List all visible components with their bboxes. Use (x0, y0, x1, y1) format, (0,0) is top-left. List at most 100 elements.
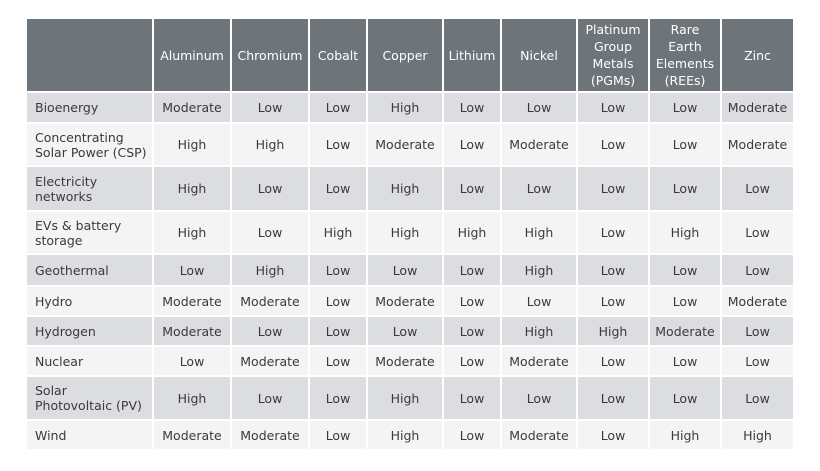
table-row: Hydro Moderate Moderate Low Moderate Low Low Lo… (27, 287, 793, 317)
column-header-text: Cobalt (317, 47, 359, 63)
mineral-importance-table: Aluminum Chromium Cobalt Copper Lithium Nicke… (27, 19, 793, 451)
importance-cell: High (368, 212, 444, 255)
importance-cell: High (722, 421, 793, 451)
importance-cell: Moderate (368, 347, 444, 377)
importance-cell: High (502, 255, 578, 287)
importance-cell: High (154, 212, 232, 255)
importance-cell: Low (368, 317, 444, 347)
column-header-text: Group (593, 39, 633, 54)
importance-cell: High (368, 377, 444, 421)
row-label-text: Solar (35, 383, 67, 398)
row-label-text: Nuclear (35, 353, 84, 369)
column-header-text: Metals (592, 56, 634, 71)
importance-cell: Low (502, 377, 578, 421)
column-header-text: Lithium (448, 47, 496, 63)
importance-cell: High (578, 317, 650, 347)
importance-cell: Moderate (650, 317, 722, 347)
importance-cell: Low (578, 287, 650, 317)
importance-cell: Low (444, 317, 502, 347)
importance-cell: Low (650, 124, 722, 167)
importance-cell: Low (650, 255, 722, 287)
column-header-text: Elements (655, 56, 715, 71)
importance-cell: Low (154, 347, 232, 377)
importance-cell: High (154, 167, 232, 212)
row-label: Geothermal (27, 255, 154, 287)
importance-cell: Low (722, 255, 793, 287)
column-header-text: Chromium (237, 47, 303, 63)
importance-cell: Low (650, 347, 722, 377)
row-label-text: Hydro (35, 293, 73, 309)
column-header: Lithium (444, 19, 502, 93)
importance-cell: High (368, 93, 444, 124)
column-header-text: Copper (382, 47, 428, 63)
importance-cell: Low (578, 212, 650, 255)
importance-cell: Low (502, 287, 578, 317)
importance-cell: Moderate (232, 287, 310, 317)
importance-cell: High (154, 124, 232, 167)
row-label: Nuclear (27, 347, 154, 377)
importance-cell: Low (444, 255, 502, 287)
importance-cell: High (444, 212, 502, 255)
row-label-text: storage (35, 232, 83, 248)
column-header: Rare Earth Elements (REEs) (650, 19, 722, 93)
row-label-text: Electricity (35, 173, 98, 189)
importance-cell: Low (310, 421, 368, 451)
column-header-text: Aluminum (160, 47, 224, 63)
importance-cell: Low (310, 124, 368, 167)
importance-cell: Low (444, 167, 502, 212)
importance-cell: Low (310, 167, 368, 212)
importance-cell: Moderate (502, 124, 578, 167)
column-header-text: (REEs) (664, 73, 706, 88)
importance-cell: Low (578, 421, 650, 451)
importance-cell: Low (722, 167, 793, 212)
importance-cell: Moderate (502, 421, 578, 451)
importance-cell: Low (578, 124, 650, 167)
importance-cell: Low (232, 167, 310, 212)
importance-cell: High (368, 167, 444, 212)
importance-cell: Moderate (368, 124, 444, 167)
table-row: Hydrogen Moderate Low Low Low Low High High Mode… (27, 317, 793, 347)
column-header: Nickel (502, 19, 578, 93)
importance-cell: Low (444, 124, 502, 167)
importance-cell: Low (650, 287, 722, 317)
importance-cell: Low (444, 93, 502, 124)
importance-cell: Low (444, 377, 502, 421)
importance-cell: Moderate (232, 347, 310, 377)
importance-cell: Low (578, 377, 650, 421)
importance-cell: High (650, 212, 722, 255)
importance-cell: Low (578, 255, 650, 287)
row-label-text: Solar Power (CSP) (35, 144, 147, 160)
importance-cell: High (232, 124, 310, 167)
table-row: Nuclear Low Moderate Low Moderate Low Moderate… (27, 347, 793, 377)
importance-cell: Low (310, 377, 368, 421)
table-row: Concentrating Solar Power (CSP) High High Lo… (27, 124, 793, 167)
importance-cell: High (310, 212, 368, 255)
importance-cell: Moderate (154, 93, 232, 124)
table-row: Geothermal Low High Low Low Low High Low Low Low (27, 255, 793, 287)
importance-cell: High (502, 212, 578, 255)
importance-cell: Low (444, 347, 502, 377)
importance-cell: High (502, 317, 578, 347)
table-row: Electricity networks High Low Low High Low Low L… (27, 167, 793, 212)
column-header-text: Earth (668, 39, 702, 54)
importance-cell: Low (310, 93, 368, 124)
importance-cell: High (368, 421, 444, 451)
importance-cell: Moderate (722, 287, 793, 317)
importance-cell: Low (232, 93, 310, 124)
importance-cell: Low (232, 317, 310, 347)
importance-cell: Low (650, 167, 722, 212)
table-row: EVs & battery storage High Low High High High H… (27, 212, 793, 255)
table-row: Wind Moderate Moderate Low High Low Moderate Lo… (27, 421, 793, 451)
importance-cell: Low (368, 255, 444, 287)
importance-cell: Low (502, 167, 578, 212)
importance-cell: Moderate (154, 421, 232, 451)
importance-cell: Moderate (502, 347, 578, 377)
importance-cell: Low (310, 287, 368, 317)
importance-cell: Low (722, 317, 793, 347)
importance-cell: High (650, 421, 722, 451)
importance-cell: Low (650, 377, 722, 421)
importance-cell: Low (722, 347, 793, 377)
row-label-text: Hydrogen (35, 323, 96, 339)
importance-cell: Low (310, 347, 368, 377)
row-label-text: networks (35, 188, 93, 204)
